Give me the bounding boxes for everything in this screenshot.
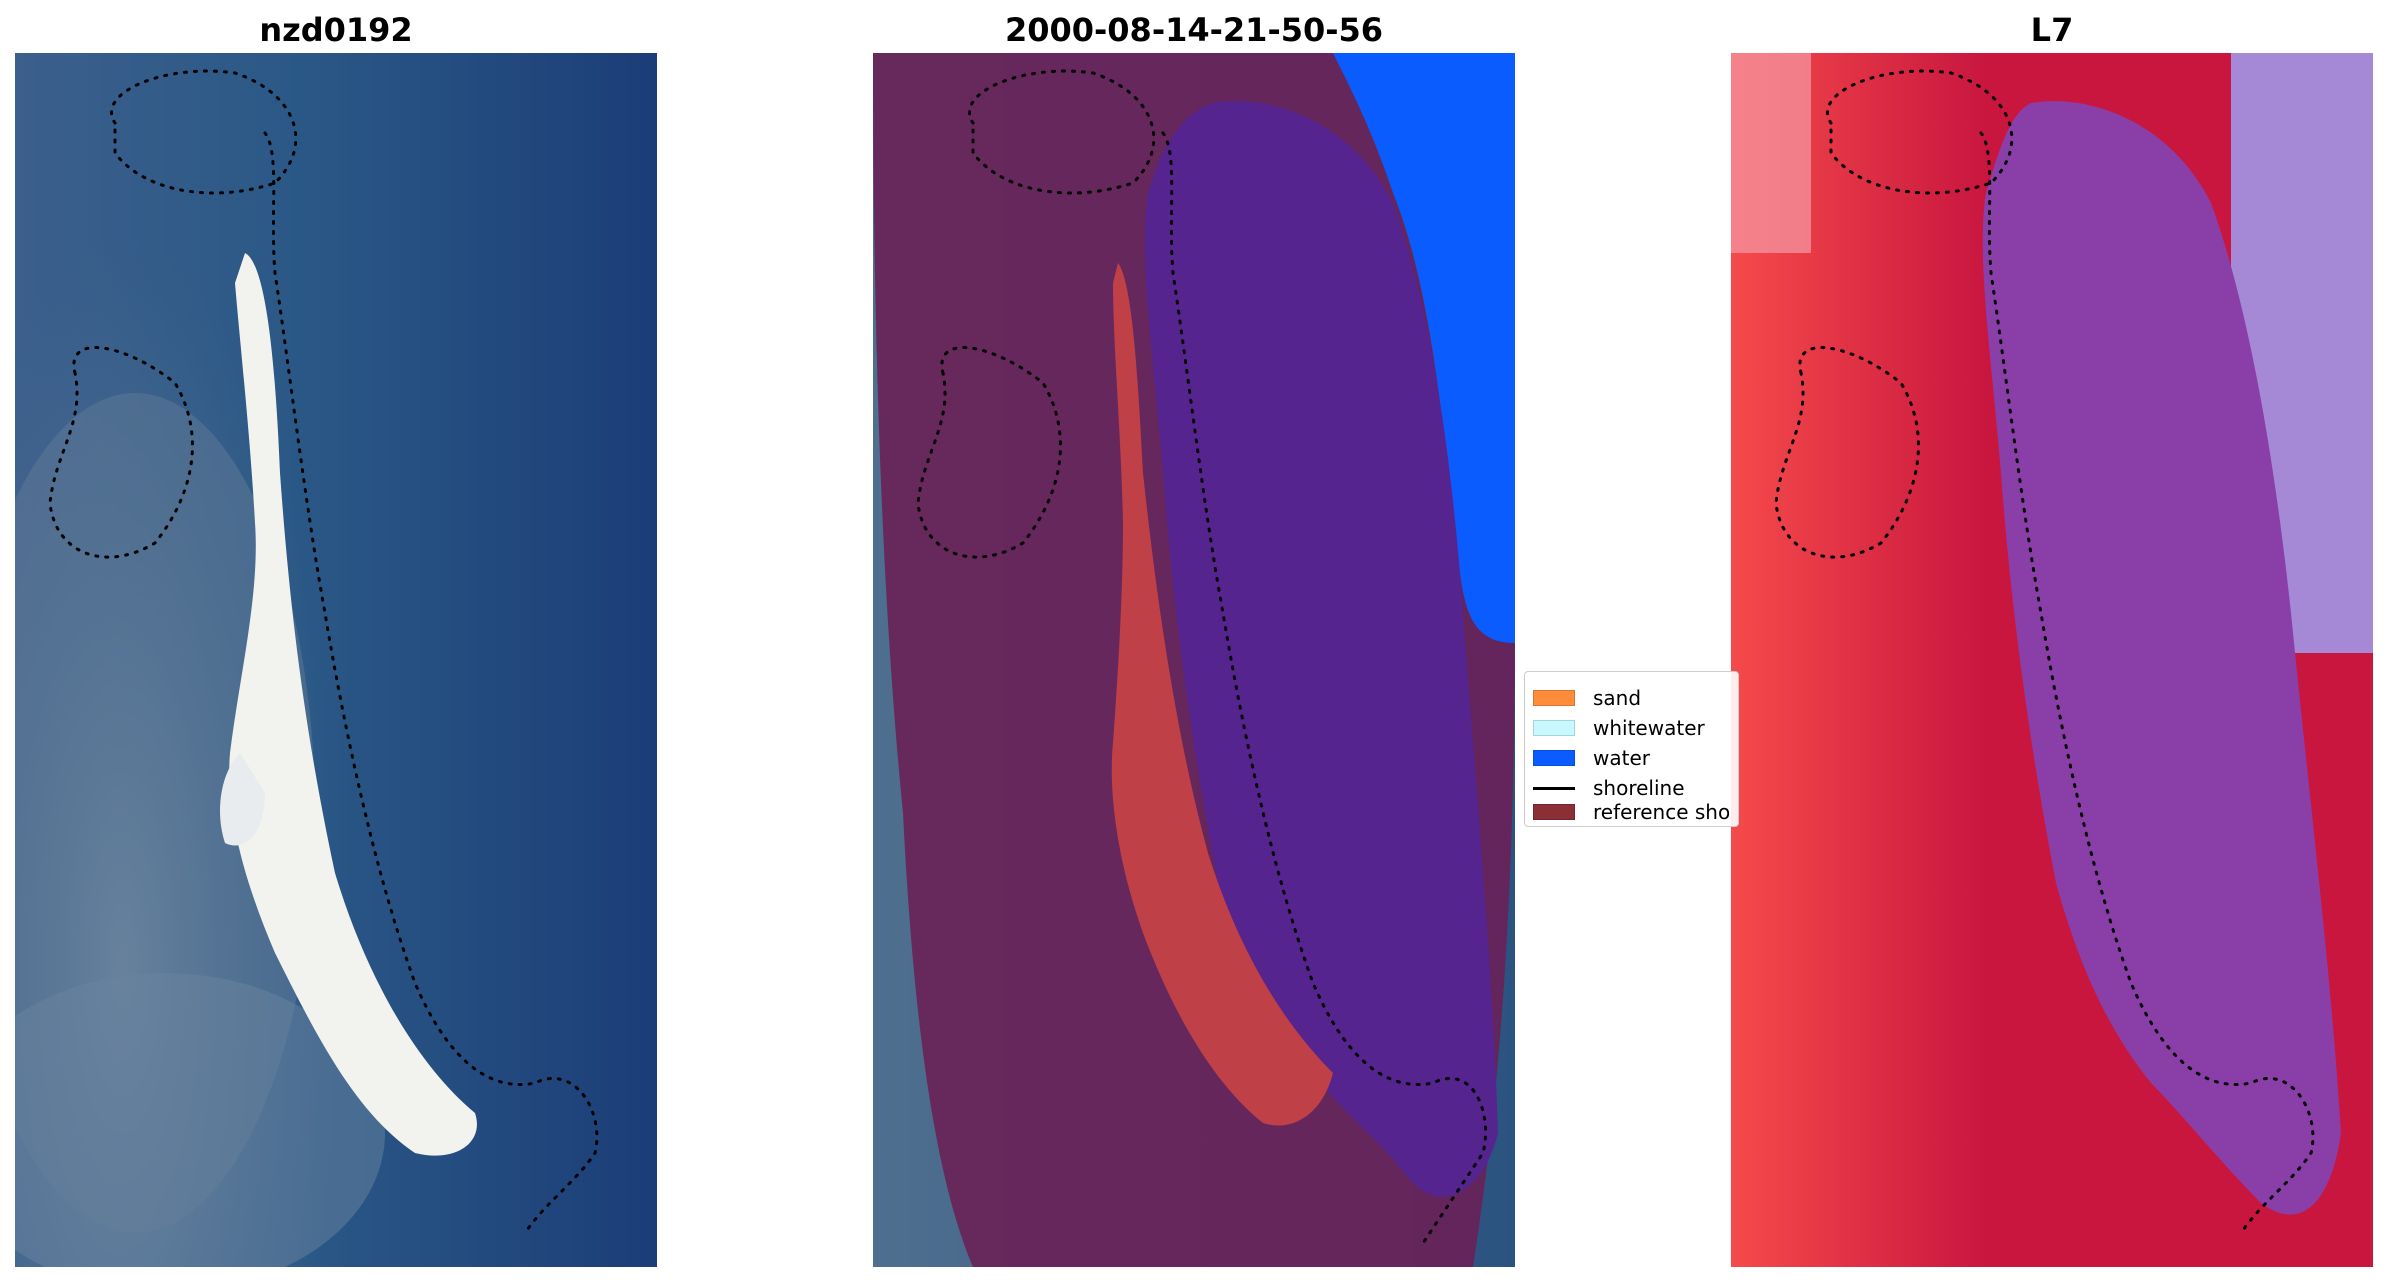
legend-label-reference-shoreline: reference sho (1593, 800, 1731, 824)
reference-shoreline-line (263, 131, 599, 1235)
sand-spit (229, 253, 477, 1156)
rgb-image-panel (15, 53, 657, 1267)
sand-swatch (1533, 690, 1575, 706)
reference-shoreline-swatch (1533, 804, 1575, 820)
legend-label-water: water (1593, 746, 1650, 770)
legend-label-whitewater: whitewater (1593, 716, 1705, 740)
water-mask (1333, 53, 1515, 643)
legend-item-water: water (1533, 744, 1650, 772)
legend-item-sand: sand (1533, 684, 1641, 712)
index-image-panel (1731, 53, 2373, 1267)
legend-label-sand: sand (1593, 686, 1642, 710)
water-swatch (1533, 750, 1575, 766)
legend-item-reference-shoreline: reference sho (1533, 798, 1733, 826)
whitewater-swatch (1533, 720, 1575, 736)
panel-title-satellite: L7 (2030, 11, 2074, 49)
panel-title-site: nzd0192 (259, 11, 413, 49)
shoreline-line-icon (1533, 786, 1575, 790)
classified-sand (1111, 263, 1333, 1126)
legend-item-whitewater: whitewater (1533, 714, 1705, 742)
classified-image (873, 53, 1515, 1267)
panel-title-date: 2000-08-14-21-50-56 (1004, 11, 1384, 49)
legend: sand whitewater water shoreline referenc… (1524, 671, 1739, 827)
index-water-region (1982, 101, 2341, 1215)
classified-image-panel (873, 53, 1515, 1267)
legend-item-shoreline: shoreline (1533, 774, 1685, 802)
legend-label-shoreline: shoreline (1593, 776, 1685, 800)
index-image (1731, 53, 2373, 1267)
rgb-image (15, 53, 657, 1267)
